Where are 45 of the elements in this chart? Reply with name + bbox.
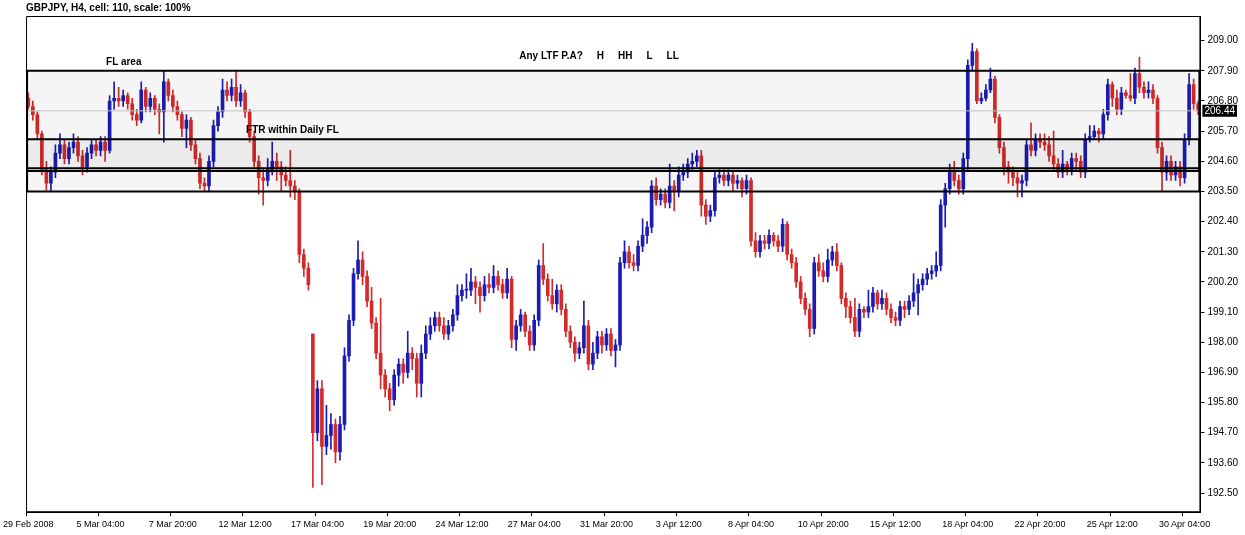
x-tick-label: 7 Mar 20:00 [148,519,197,530]
x-tick-label: 27 Mar 04:00 [507,519,561,530]
chart-title: GBPJPY, H4, cell: 110, scale: 100% [26,1,191,13]
x-tick-label: 31 Mar 20:00 [579,519,633,530]
x-tick-label: 17 Mar 04:00 [290,519,344,530]
y-tick-label: 204.60 [1207,155,1239,167]
y-tick-label: 194.70 [1207,426,1239,438]
annotation: Any LTF P.A? [519,49,583,61]
y-tick-label: 203.50 [1207,185,1239,197]
ref-line-label: 206.44 [1204,104,1236,116]
band-label: FL area [106,55,142,67]
y-tick-label: 207.90 [1207,64,1239,76]
y-tick-label: 200.20 [1207,275,1239,287]
x-tick-label: 24 Mar 12:00 [435,519,489,530]
x-tick-label: 18 Apr 04:00 [942,519,994,530]
x-tick-label: 19 Mar 20:00 [363,519,417,530]
candlestick [112,81,116,110]
y-tick-label: 209.00 [1207,34,1239,46]
annotation: H [596,49,605,61]
x-tick-label: 29 Feb 2008 [3,519,54,530]
y-tick-label: 202.40 [1207,215,1239,227]
x-tick-label: 8 Apr 04:00 [727,519,775,530]
x-tick-label: 3 Apr 12:00 [655,519,702,530]
candlestick [862,306,866,318]
y-tick-label: 196.90 [1207,366,1239,378]
x-tick-label: 30 Apr 04:00 [1159,519,1211,530]
y-tick-label: 206.80 [1207,94,1239,106]
x-tick-label: 25 Apr 12:00 [1086,519,1138,530]
x-tick-label: 22 Apr 20:00 [1014,519,1066,530]
annotation: HH [618,49,633,61]
x-tick-label: 15 Apr 12:00 [870,519,922,530]
candlestick [487,273,491,294]
annotation: LL [666,49,679,61]
y-tick-label: 195.80 [1207,396,1239,408]
candlestick [916,278,920,316]
x-tick-label: 5 Mar 04:00 [76,519,125,530]
annotation: L [646,49,653,61]
x-tick-label: 10 Apr 20:00 [797,519,849,530]
y-tick-label: 192.50 [1207,486,1239,498]
x-tick-label: 12 Mar 12:00 [218,519,272,530]
y-tick-label: 198.00 [1207,335,1239,347]
y-tick-label: 205.70 [1207,124,1239,136]
y-tick-label: 199.10 [1207,305,1239,317]
y-tick-label: 201.30 [1207,245,1239,257]
y-tick-label: 193.60 [1207,456,1239,468]
